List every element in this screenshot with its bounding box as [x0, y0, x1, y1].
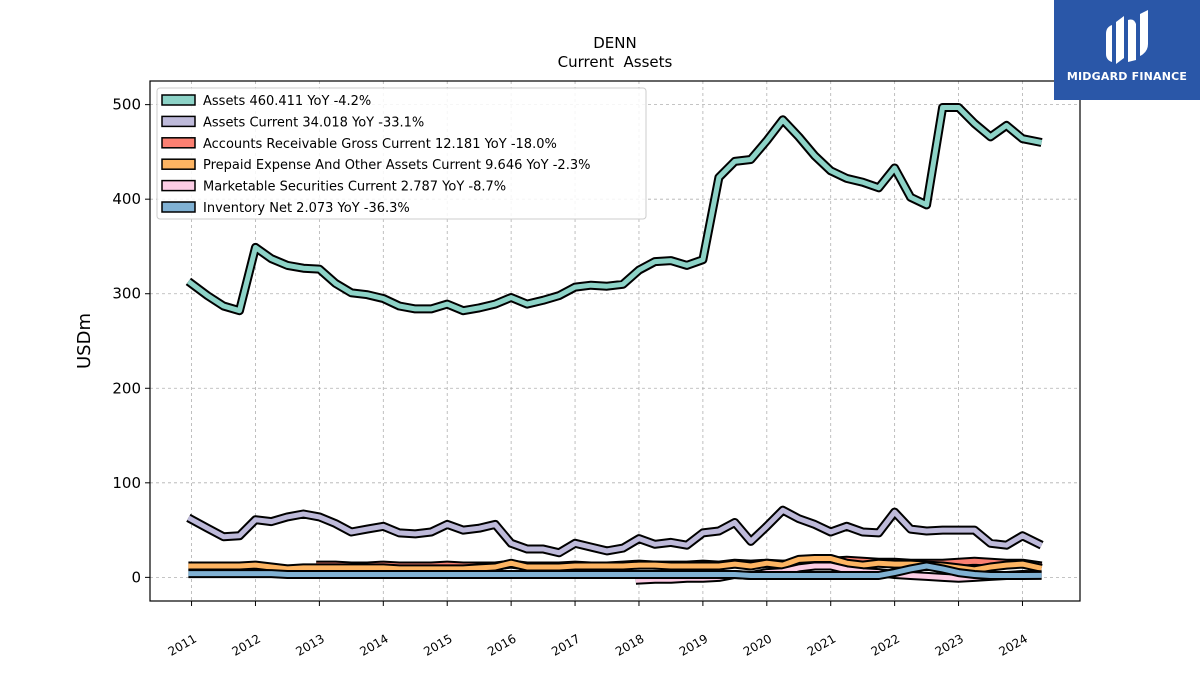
- y-tick-label: 400: [112, 190, 141, 208]
- legend-label: Marketable Securities Current 2.787 YoY …: [203, 180, 506, 195]
- series-1: [186, 505, 1044, 558]
- series-layer: [185, 103, 1044, 585]
- y-tick-label: 500: [112, 96, 141, 114]
- x-tick-label: 2012: [230, 631, 263, 658]
- legend-label: Inventory Net 2.073 YoY -36.3%: [203, 201, 410, 216]
- legend-label: Assets Current 34.018 YoY -33.1%: [203, 115, 424, 130]
- x-tick-label: 2021: [805, 631, 838, 658]
- x-tick-label: 2023: [933, 631, 966, 658]
- legend-swatch: [161, 115, 196, 128]
- series-3: [188, 554, 1043, 575]
- series-0: [185, 103, 1043, 316]
- chart-subtitle: Current Assets: [558, 53, 673, 71]
- legend-item: Inventory Net 2.073 YoY -36.3%: [161, 201, 410, 216]
- legend-item: Prepaid Expense And Other Assets Current…: [161, 158, 590, 173]
- legend-swatch: [161, 201, 196, 213]
- x-tick-label: 2018: [613, 631, 646, 658]
- series-line: [187, 507, 1043, 556]
- series-line: [188, 563, 1042, 578]
- legend-item: Assets Current 34.018 YoY -33.1%: [161, 115, 424, 130]
- x-tick-label: 2014: [357, 631, 390, 658]
- legend-box: [156, 87, 647, 220]
- y-tick-label: 0: [131, 568, 141, 586]
- x-tick-label: 2024: [997, 631, 1030, 658]
- series-5: [188, 561, 1042, 580]
- x-tick-label: 2020: [741, 631, 774, 658]
- legend: Assets 460.411 YoY -4.2% Assets Current 3…: [156, 87, 647, 220]
- x-tick-label: 2022: [869, 631, 902, 658]
- chart-title: DENN: [593, 34, 636, 52]
- legend-label: Assets 460.411 YoY -4.2%: [203, 94, 371, 109]
- y-tick-label: 100: [112, 474, 141, 492]
- brand-logo: MIDGARD FINANCE: [1054, 0, 1200, 100]
- x-tick-label: 2015: [421, 631, 454, 658]
- x-tick-label: 2013: [293, 631, 326, 658]
- legend-swatch: [161, 94, 196, 106]
- midgard-logo-icon: [1106, 10, 1148, 64]
- legend-item: Accounts Receivable Gross Current 12.181…: [161, 137, 557, 152]
- y-tick-label: 300: [112, 285, 141, 303]
- legend-label: Prepaid Expense And Other Assets Current…: [203, 158, 590, 173]
- series-line: [186, 105, 1043, 314]
- legend-label: Accounts Receivable Gross Current 12.181…: [203, 137, 557, 152]
- plot-frame: [149, 80, 1081, 602]
- y-tick-label: 200: [112, 379, 141, 397]
- legend-item: Marketable Securities Current 2.787 YoY …: [161, 179, 506, 195]
- legend-item: Assets 460.411 YoY -4.2%: [161, 94, 371, 109]
- brand-name: MIDGARD FINANCE: [1066, 70, 1188, 83]
- series-line: [188, 556, 1043, 573]
- legend-swatch: [161, 137, 196, 149]
- x-tick-label: 2017: [549, 631, 582, 658]
- x-tick-label: 2011: [166, 631, 199, 658]
- legend-swatch: [161, 179, 196, 192]
- legend-swatch: [161, 158, 196, 170]
- x-tick-label: 2016: [485, 631, 518, 658]
- y-axis-label: USDm: [74, 313, 95, 369]
- x-tick-label: 2019: [677, 631, 710, 658]
